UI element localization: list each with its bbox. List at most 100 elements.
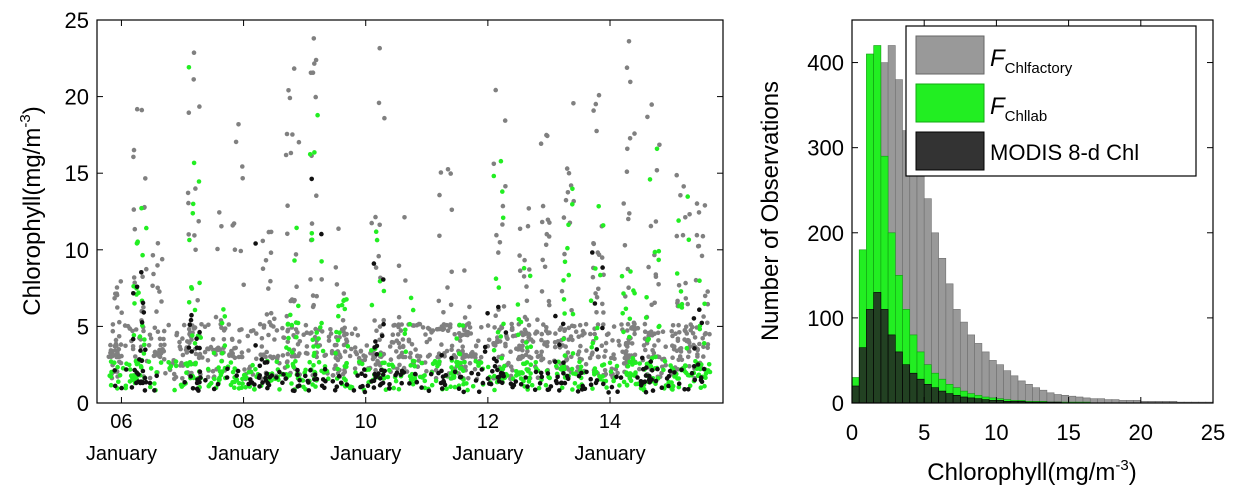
scatter-point bbox=[248, 328, 254, 334]
histogram-bar bbox=[880, 309, 889, 404]
scatter-point bbox=[536, 385, 542, 391]
scatter-point bbox=[130, 328, 135, 334]
scatter-point bbox=[685, 301, 690, 307]
scatter-point bbox=[453, 355, 459, 360]
scatter-point bbox=[649, 368, 655, 373]
scatter-point bbox=[285, 231, 290, 237]
scatter-point bbox=[233, 345, 238, 351]
histogram-x-axis-label: Chlorophyll(mg/m-3) bbox=[927, 457, 1136, 486]
scatter-point bbox=[130, 344, 136, 349]
scatter-point bbox=[191, 50, 197, 55]
scatter-point bbox=[448, 322, 453, 327]
scatter-point bbox=[440, 374, 446, 380]
scatter-point bbox=[142, 375, 148, 381]
scatter-point bbox=[353, 326, 358, 332]
scatter-point bbox=[172, 387, 177, 393]
scatter-point bbox=[599, 343, 605, 349]
histogram-x-tick-label: 10 bbox=[984, 420, 1008, 445]
scatter-point bbox=[310, 337, 316, 343]
scatter-point bbox=[584, 369, 589, 375]
scatter-point bbox=[521, 265, 527, 271]
scatter-point bbox=[377, 382, 383, 388]
scatter-point bbox=[525, 223, 531, 229]
scatter-point bbox=[570, 186, 575, 192]
scatter-point bbox=[285, 359, 290, 364]
scatter-point bbox=[498, 158, 504, 164]
scatter-point bbox=[108, 342, 113, 348]
scatter-point bbox=[260, 238, 266, 244]
scatter-point bbox=[697, 326, 703, 332]
scatter-point bbox=[557, 342, 562, 348]
scatter-point bbox=[561, 297, 567, 302]
scatter-point bbox=[246, 381, 251, 387]
scatter-point bbox=[517, 268, 523, 274]
scatter-point bbox=[563, 197, 569, 203]
scatter-point bbox=[359, 371, 364, 377]
scatter-point bbox=[702, 203, 708, 208]
scatter-point bbox=[699, 253, 705, 259]
scatter-point bbox=[228, 382, 234, 388]
scatter-point bbox=[182, 380, 187, 385]
scatter-point bbox=[558, 380, 564, 386]
scatter-point bbox=[437, 233, 442, 239]
scatter-point bbox=[575, 352, 581, 357]
scatter-point bbox=[632, 321, 637, 327]
scatter-point bbox=[594, 295, 600, 300]
scatter-point bbox=[422, 378, 428, 384]
scatter-point bbox=[296, 139, 302, 145]
scatter-point bbox=[402, 331, 408, 337]
scatter-point bbox=[460, 348, 465, 354]
scatter-point bbox=[545, 339, 550, 345]
scatter-point bbox=[539, 374, 545, 380]
scatter-point bbox=[419, 360, 425, 366]
scatter-point bbox=[572, 381, 578, 386]
scatter-point bbox=[312, 61, 317, 66]
scatter-point bbox=[136, 372, 141, 377]
scatter-point bbox=[159, 299, 164, 304]
scatter-point bbox=[413, 347, 418, 352]
scatter-point bbox=[226, 322, 232, 327]
scatter-point bbox=[687, 383, 693, 389]
scatter-point bbox=[520, 338, 525, 344]
scatter-point bbox=[280, 353, 286, 358]
scatter-point bbox=[308, 70, 314, 76]
scatter-point bbox=[476, 338, 481, 344]
scatter-point bbox=[667, 368, 673, 374]
scatter-series-0 bbox=[106, 36, 712, 382]
scatter-point bbox=[133, 354, 138, 359]
scatter-point bbox=[396, 263, 402, 269]
scatter-point bbox=[380, 372, 386, 377]
scatter-point bbox=[471, 352, 477, 358]
scatter-point bbox=[289, 350, 295, 355]
scatter-point bbox=[222, 326, 228, 331]
scatter-point bbox=[656, 324, 661, 330]
scatter-point bbox=[157, 289, 162, 294]
scatter-point bbox=[337, 330, 342, 336]
scatter-point bbox=[592, 366, 598, 371]
scatter-point bbox=[462, 268, 467, 273]
scatter-point bbox=[358, 349, 364, 354]
scatter-point bbox=[197, 329, 202, 335]
scatter-point bbox=[701, 344, 706, 350]
scatter-point bbox=[195, 378, 201, 384]
scatter-point bbox=[528, 362, 534, 368]
scatter-point bbox=[395, 366, 400, 372]
scatter-point bbox=[272, 316, 277, 322]
scatter-point bbox=[524, 367, 529, 372]
scatter-point bbox=[523, 352, 529, 358]
scatter-point bbox=[686, 387, 691, 392]
scatter-point bbox=[391, 385, 397, 391]
scatter-point bbox=[570, 311, 576, 317]
scatter-point bbox=[186, 326, 192, 332]
histogram-bar bbox=[1003, 370, 1012, 404]
scatter-point bbox=[313, 384, 318, 389]
scatter-point bbox=[619, 273, 625, 279]
scatter-point bbox=[185, 190, 191, 196]
scatter-point bbox=[562, 353, 568, 358]
scatter-point bbox=[428, 371, 434, 377]
scatter-point bbox=[311, 344, 316, 349]
scatter-point bbox=[250, 362, 255, 368]
scatter-point bbox=[491, 347, 497, 353]
scatter-point bbox=[196, 179, 202, 184]
scatter-point bbox=[546, 387, 552, 392]
